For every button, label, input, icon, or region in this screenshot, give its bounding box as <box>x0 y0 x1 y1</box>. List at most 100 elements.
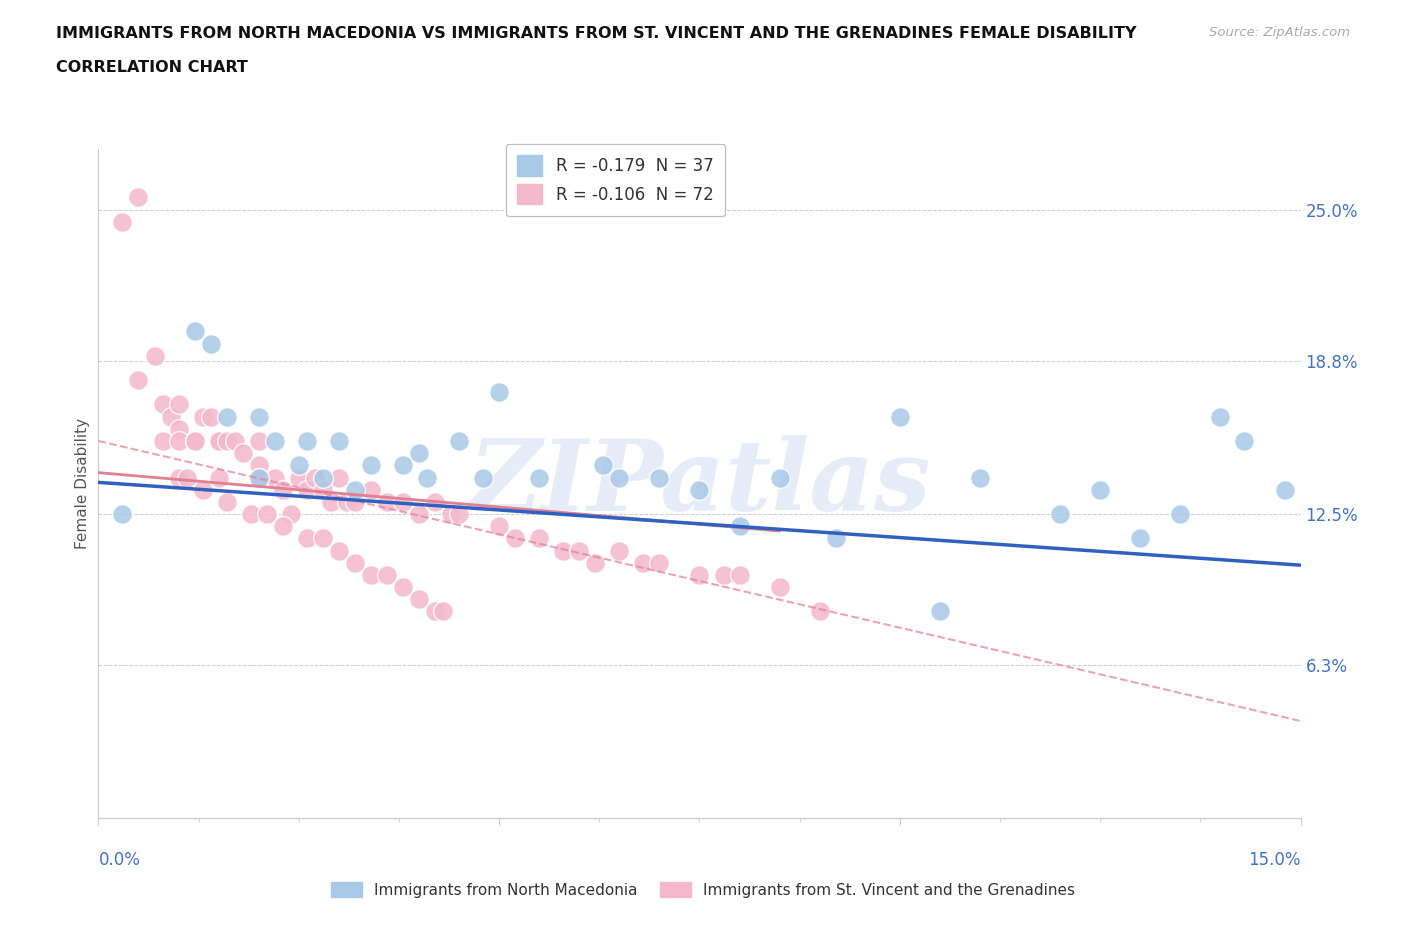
Point <box>183 324 205 339</box>
Point <box>183 433 205 448</box>
Point <box>889 409 911 424</box>
Point <box>256 507 278 522</box>
Point <box>143 349 166 364</box>
Point <box>280 507 302 522</box>
Point <box>392 495 415 510</box>
Point <box>769 579 792 594</box>
Text: IMMIGRANTS FROM NORTH MACEDONIA VS IMMIGRANTS FROM ST. VINCENT AND THE GRENADINE: IMMIGRANTS FROM NORTH MACEDONIA VS IMMIG… <box>56 26 1136 41</box>
Point <box>152 397 174 412</box>
Point <box>423 495 446 510</box>
Point <box>416 470 439 485</box>
Point <box>247 409 270 424</box>
Point <box>503 531 526 546</box>
Point <box>152 433 174 448</box>
Point <box>183 433 205 448</box>
Point <box>288 470 311 485</box>
Point <box>128 373 150 388</box>
Point <box>215 409 238 424</box>
Point <box>288 458 311 472</box>
Point <box>215 495 238 510</box>
Point <box>271 483 294 498</box>
Point <box>648 470 671 485</box>
Point <box>609 543 631 558</box>
Point <box>969 470 991 485</box>
Text: 15.0%: 15.0% <box>1249 851 1301 869</box>
Point <box>423 604 446 618</box>
Point <box>408 445 430 460</box>
Point <box>208 433 231 448</box>
Point <box>392 579 415 594</box>
Point <box>343 483 366 498</box>
Point <box>247 458 270 472</box>
Point <box>167 397 190 412</box>
Point <box>1170 507 1192 522</box>
Point <box>167 433 190 448</box>
Point <box>343 555 366 570</box>
Point <box>263 470 285 485</box>
Point <box>247 470 270 485</box>
Point <box>447 433 470 448</box>
Point <box>568 543 591 558</box>
Point <box>247 470 270 485</box>
Point <box>1209 409 1232 424</box>
Point <box>1129 531 1152 546</box>
Point <box>304 470 326 485</box>
Point <box>392 458 415 472</box>
Point <box>247 433 270 448</box>
Point <box>343 495 366 510</box>
Point <box>200 409 222 424</box>
Point <box>360 458 382 472</box>
Text: Source: ZipAtlas.com: Source: ZipAtlas.com <box>1209 26 1350 39</box>
Point <box>432 604 454 618</box>
Point <box>728 519 751 534</box>
Point <box>360 483 382 498</box>
Point <box>336 495 359 510</box>
Point <box>408 591 430 606</box>
Point <box>440 507 463 522</box>
Point <box>728 567 751 582</box>
Point <box>529 531 551 546</box>
Point <box>488 519 510 534</box>
Point <box>176 470 198 485</box>
Point <box>215 433 238 448</box>
Point <box>208 433 231 448</box>
Point <box>295 433 318 448</box>
Point <box>1088 483 1111 498</box>
Point <box>232 445 254 460</box>
Text: ZIPatlas: ZIPatlas <box>468 435 931 532</box>
Point <box>312 483 335 498</box>
Point <box>319 495 342 510</box>
Point <box>328 543 350 558</box>
Point <box>191 483 214 498</box>
Point <box>312 531 335 546</box>
Point <box>263 433 285 448</box>
Text: CORRELATION CHART: CORRELATION CHART <box>56 60 247 75</box>
Point <box>271 519 294 534</box>
Point <box>408 507 430 522</box>
Point <box>191 409 214 424</box>
Point <box>689 483 711 498</box>
Point <box>808 604 831 618</box>
Point <box>1049 507 1071 522</box>
Point <box>295 483 318 498</box>
Point <box>592 458 614 472</box>
Point <box>648 555 671 570</box>
Point <box>689 567 711 582</box>
Point <box>375 567 398 582</box>
Legend: R = -0.179  N = 37, R = -0.106  N = 72: R = -0.179 N = 37, R = -0.106 N = 72 <box>506 144 725 216</box>
Point <box>472 470 495 485</box>
Point <box>111 215 134 230</box>
Point <box>488 385 510 400</box>
Point <box>295 531 318 546</box>
Point <box>529 470 551 485</box>
Point <box>312 470 335 485</box>
Point <box>553 543 575 558</box>
Point <box>609 470 631 485</box>
Point <box>328 433 350 448</box>
Point <box>929 604 952 618</box>
Point <box>167 421 190 436</box>
Point <box>224 433 246 448</box>
Point <box>769 470 792 485</box>
Point <box>200 336 222 351</box>
Point <box>713 567 735 582</box>
